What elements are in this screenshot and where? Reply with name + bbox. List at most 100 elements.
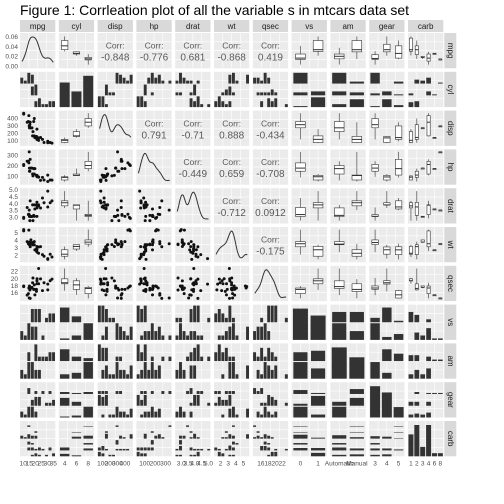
scatter-point xyxy=(126,212,130,216)
panel-carb-cyl xyxy=(58,421,95,457)
facet-hist-bar xyxy=(221,101,225,108)
facet-hist-bar xyxy=(122,77,126,84)
panel-qsec-mpg xyxy=(20,265,56,302)
scatter-point xyxy=(106,281,110,285)
facet-hist-bar xyxy=(224,89,228,96)
facet-hist-bar xyxy=(231,362,235,379)
panel-cyl-vs xyxy=(291,71,327,108)
facet-hist-bar xyxy=(34,431,38,433)
scatter-point xyxy=(33,136,37,140)
facet-hist-bar xyxy=(119,369,123,379)
scatter-point xyxy=(30,285,34,289)
facet-hist-bar xyxy=(126,80,130,84)
panel-hp-mpg xyxy=(20,149,56,185)
scatter-point xyxy=(156,228,160,232)
density-curve xyxy=(21,36,54,63)
facet-hist-bar xyxy=(27,441,31,445)
facet-bar xyxy=(426,319,431,323)
facet-hist-bar xyxy=(179,435,182,439)
column-strip xyxy=(408,20,444,32)
facet-hist-bar xyxy=(267,454,271,457)
row-strip-label: vs xyxy=(446,318,455,326)
density-curve xyxy=(99,114,132,138)
facet-hist-bar xyxy=(168,356,172,362)
scatter-point xyxy=(32,117,36,121)
scatter-point xyxy=(27,166,31,170)
facet-hist-bar xyxy=(37,356,41,362)
facet-hist-bar xyxy=(129,408,133,418)
scatter-point xyxy=(230,283,234,287)
corr-label: Corr: xyxy=(145,41,164,51)
facet-hist-bar xyxy=(246,408,249,418)
scatter-point xyxy=(179,285,183,289)
row-strip xyxy=(444,382,457,418)
box xyxy=(395,246,403,255)
panel-vs-disp xyxy=(97,304,133,340)
scatter-point xyxy=(48,201,52,205)
scatter-point xyxy=(33,293,37,297)
scatter-point xyxy=(30,241,34,245)
column-strip xyxy=(369,20,405,32)
facet-bar xyxy=(349,437,364,439)
facet-bar xyxy=(370,448,380,451)
x-tick-label: 5 xyxy=(242,460,246,467)
facet-hist-bar xyxy=(147,331,151,340)
facet-hist-bar xyxy=(101,347,105,362)
scatter-point xyxy=(222,277,226,281)
count-bar xyxy=(349,357,365,379)
scatter-point xyxy=(206,257,210,261)
facet-hist-bar xyxy=(263,92,267,96)
facet-bar xyxy=(393,449,404,451)
count-bar xyxy=(431,453,437,457)
box xyxy=(334,207,345,217)
scatter-point xyxy=(32,240,36,244)
facet-hist-bar xyxy=(221,92,225,96)
facet-hist-bar xyxy=(27,425,31,427)
facet-bar xyxy=(71,392,82,394)
panel-vs-vs xyxy=(291,304,327,340)
scatter-point xyxy=(39,277,43,281)
panel-wt-qsec: Corr: -0.175 xyxy=(252,227,289,263)
facet-hist-bar xyxy=(224,104,228,108)
scatter-point xyxy=(192,281,196,285)
facet-hist-bar xyxy=(45,356,48,362)
scatter-point xyxy=(25,240,29,244)
facet-hist-bar xyxy=(30,74,34,84)
scatter-point xyxy=(233,293,237,297)
x-tick-label: 2 xyxy=(415,460,419,467)
scatter-point xyxy=(230,286,234,290)
facet-hist-bar xyxy=(228,434,232,439)
facet-hist-bar xyxy=(231,454,235,457)
scatter-point xyxy=(217,277,221,281)
facet-hist-bar xyxy=(41,448,45,451)
scatter-point xyxy=(156,286,160,290)
density-curve xyxy=(176,191,209,220)
panel-cyl-disp xyxy=(97,71,133,108)
facet-hist-bar xyxy=(175,92,179,96)
facet-hist-bar xyxy=(179,92,182,96)
scatter-point xyxy=(158,205,162,209)
panel-am-cyl xyxy=(58,343,95,379)
facet-hist-bar xyxy=(200,448,204,451)
facet-hist-bar xyxy=(186,80,190,84)
y-tick-label: 3.0 xyxy=(9,214,18,221)
panel-hp-carb xyxy=(408,149,444,185)
scatter-point xyxy=(40,196,44,200)
facet-hist-bar xyxy=(115,362,119,379)
facet-hist-bar xyxy=(140,399,144,406)
facet-hist-bar xyxy=(224,399,228,406)
facet-hist-bar xyxy=(221,414,225,418)
facet-hist-bar xyxy=(228,394,232,406)
panel-disp-wt: Corr: 0.888 xyxy=(214,110,250,146)
scatter-point xyxy=(150,214,154,218)
facet-bar xyxy=(370,362,380,379)
scatter-point xyxy=(231,296,235,300)
scatter-point xyxy=(120,213,124,217)
scatter-point xyxy=(22,285,26,289)
facet-hist-bar xyxy=(217,309,221,323)
facet-hist-bar xyxy=(101,391,105,394)
facet-hist-bar xyxy=(189,402,193,406)
corr-label: Corr: xyxy=(183,41,202,51)
facet-bar xyxy=(370,454,380,457)
y-tick-label: 22 xyxy=(11,269,19,276)
